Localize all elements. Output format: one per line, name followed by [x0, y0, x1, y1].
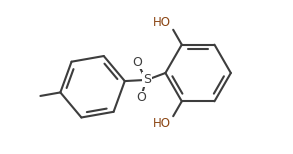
Text: O: O [136, 91, 146, 104]
Text: HO: HO [153, 117, 171, 130]
Text: O: O [132, 56, 142, 69]
Text: S: S [143, 73, 151, 86]
Text: HO: HO [153, 16, 171, 29]
